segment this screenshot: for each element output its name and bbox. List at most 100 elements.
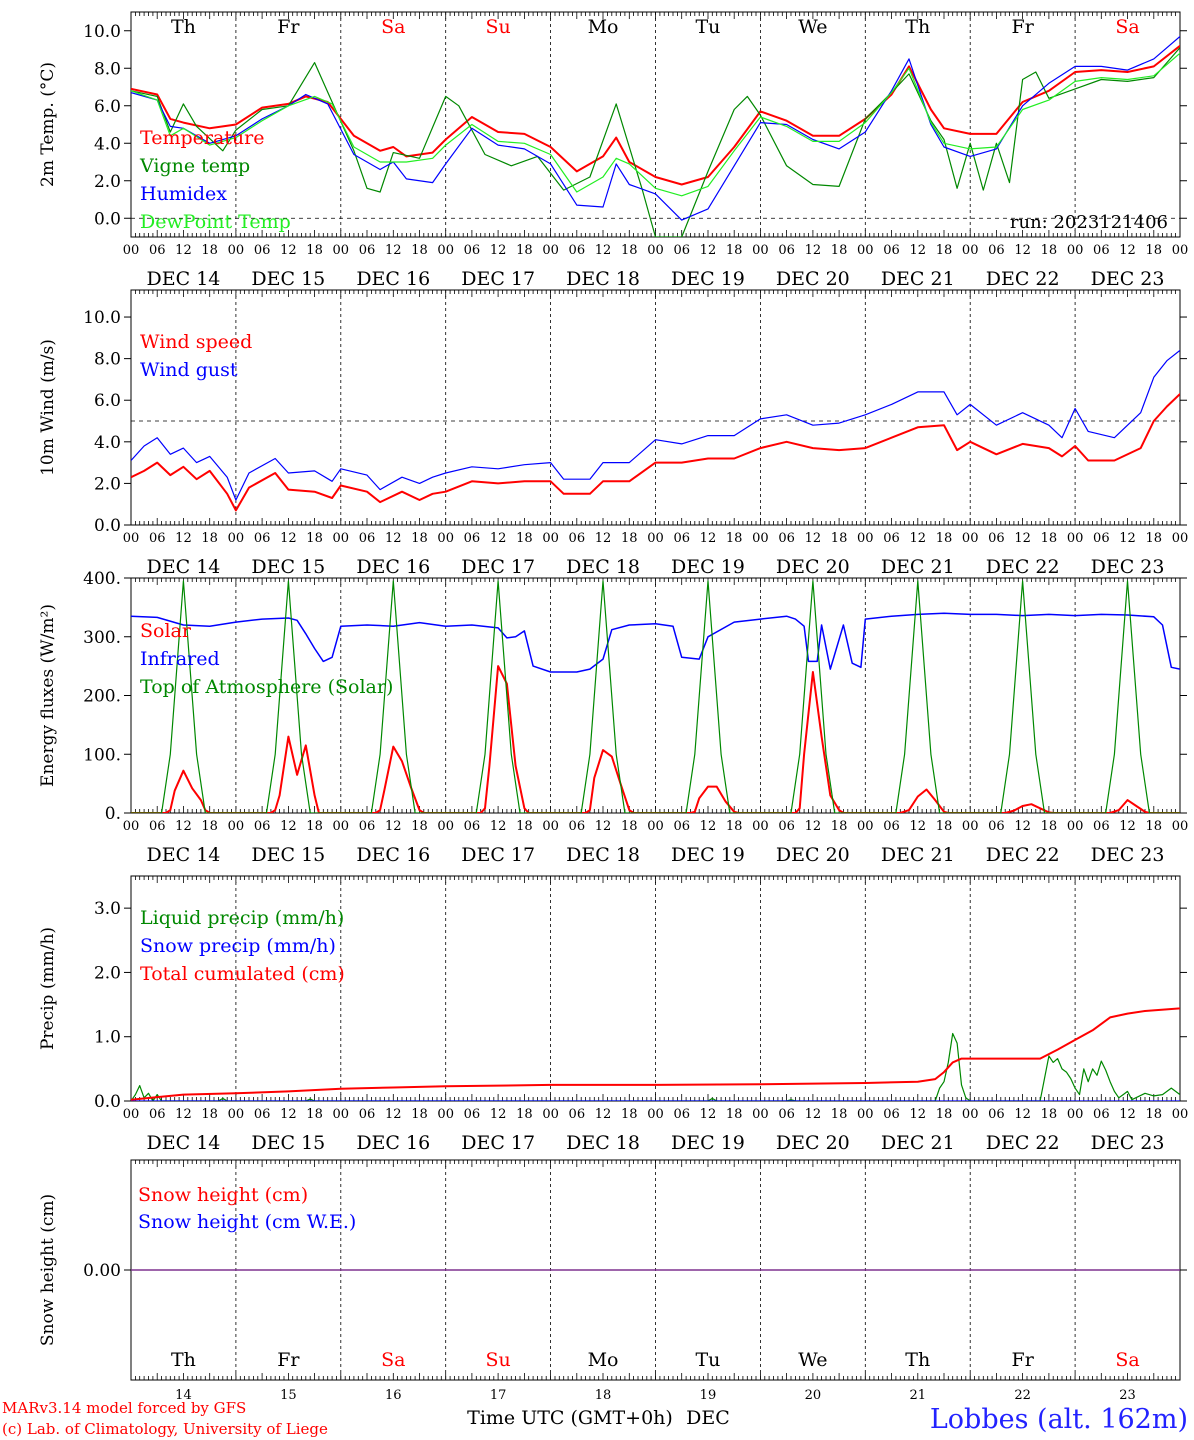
date-label: DEC 19 [671,1132,745,1154]
hour-label: 12 [175,243,192,258]
day-number: 14 [175,1388,192,1403]
hour-label: 00 [333,531,350,546]
hour-label: 00 [962,243,979,258]
hour-label: 12 [595,819,612,834]
hour-label: 00 [228,531,245,546]
hour-label: 06 [254,243,271,258]
date-label: DEC 23 [1091,844,1165,866]
hour-label: 12 [700,819,717,834]
hour-label: 12 [280,243,297,258]
y-tick-label: 10.0 [83,22,121,42]
hour-label: 18 [936,1107,953,1122]
hour-label: 00 [542,243,559,258]
y-tick-label: 3.0 [94,899,121,919]
hour-label: 18 [936,531,953,546]
y-tick-label: 0.0 [94,209,121,229]
y-tick-label: 2.0 [94,172,121,192]
day-number: 17 [490,1388,507,1403]
hour-label: 06 [778,1107,795,1122]
hour-label: 12 [280,531,297,546]
y-tick-label: 2.0 [94,963,121,983]
date-label: DEC 18 [566,844,640,866]
hour-label: 12 [1014,819,1031,834]
hour-label: 00 [437,243,454,258]
hour-label: 06 [464,531,481,546]
hour-label: 00 [857,243,874,258]
hour-label: 18 [831,243,848,258]
hour-label: 12 [175,1107,192,1122]
date-label: DEC 18 [566,556,640,578]
hour-label: 18 [201,819,218,834]
hour-label: 12 [909,1107,926,1122]
weekday-label: Fr [1012,16,1035,38]
hour-label: 00 [962,819,979,834]
day-number: 19 [700,1388,717,1403]
hour-label: 00 [857,531,874,546]
legend-entry: Snow precip (mm/h) [140,935,336,957]
series-line-top-of-atmosphere-solar- [131,580,1180,813]
y-tick-label: 0.00 [83,1261,121,1281]
hour-label: 00 [1172,531,1189,546]
hour-label: 12 [700,1107,717,1122]
hour-label: 18 [621,243,638,258]
hour-label: 06 [988,819,1005,834]
date-label: DEC 15 [251,844,325,866]
hour-label: 18 [411,531,428,546]
y-tick-label: 6.0 [94,97,121,117]
date-label: DEC 17 [461,844,535,866]
hour-label: 12 [1119,243,1136,258]
hour-label: 00 [228,243,245,258]
date-label: DEC 20 [776,1132,850,1154]
date-label: DEC 18 [566,268,640,290]
y-tick-label: 4.0 [94,433,121,453]
hour-label: 18 [306,1107,323,1122]
hour-label: 12 [1014,243,1031,258]
hour-label: 00 [1067,243,1084,258]
date-label: DEC 19 [671,268,745,290]
weekday-label: Su [486,16,511,38]
hour-label: 06 [1093,1107,1110,1122]
y-tick-label: 0. [105,804,121,824]
weekday-label: Sa [1115,16,1139,38]
hour-label: 00 [542,531,559,546]
hour-label: 18 [621,531,638,546]
x-axis-title: Time UTC (GMT+0h) [467,1407,673,1429]
weekday-label: Sa [381,16,405,38]
hour-label: 00 [752,243,769,258]
hour-label: 12 [805,1107,822,1122]
hour-label: 18 [1146,1107,1163,1122]
hour-label: 00 [857,819,874,834]
date-label: DEC 16 [356,268,430,290]
hour-ticks [130,12,1181,237]
weekday-label: We [798,1349,827,1371]
weekday-label: Mo [588,16,619,38]
hour-label: 06 [464,1107,481,1122]
hour-label: 12 [909,819,926,834]
date-label: DEC 23 [1091,1132,1165,1154]
hour-label: 00 [647,531,664,546]
series-line-temperature [131,44,1180,186]
hour-label: 06 [1093,243,1110,258]
date-label: DEC 21 [881,844,955,866]
hour-label: 12 [490,1107,507,1122]
y-tick-label: 10.0 [83,308,121,328]
hour-label: 18 [411,1107,428,1122]
day-number: 18 [595,1388,612,1403]
y-axis: 0.00 [83,1261,1187,1281]
date-label: DEC 16 [356,556,430,578]
hour-label: 06 [988,531,1005,546]
hour-label: 12 [385,819,402,834]
day-number: 23 [1119,1388,1136,1403]
hour-label: 00 [542,1107,559,1122]
hour-label: 18 [621,819,638,834]
date-label: DEC 18 [566,1132,640,1154]
panel-1: 0.0 2.0 4.0 6.0 8.0 10.0 2m Temp. (°C) Temperat… [38,11,1188,290]
hour-label: 00 [1172,819,1189,834]
hour-label: 06 [883,531,900,546]
hour-label: 18 [306,243,323,258]
date-label: DEC 17 [461,1132,535,1154]
hour-label: 06 [673,243,690,258]
hour-label: 00 [962,1107,979,1122]
station-label: Lobbes (alt. 162m) [930,1404,1188,1435]
y-tick-label: 0.0 [94,1092,121,1112]
